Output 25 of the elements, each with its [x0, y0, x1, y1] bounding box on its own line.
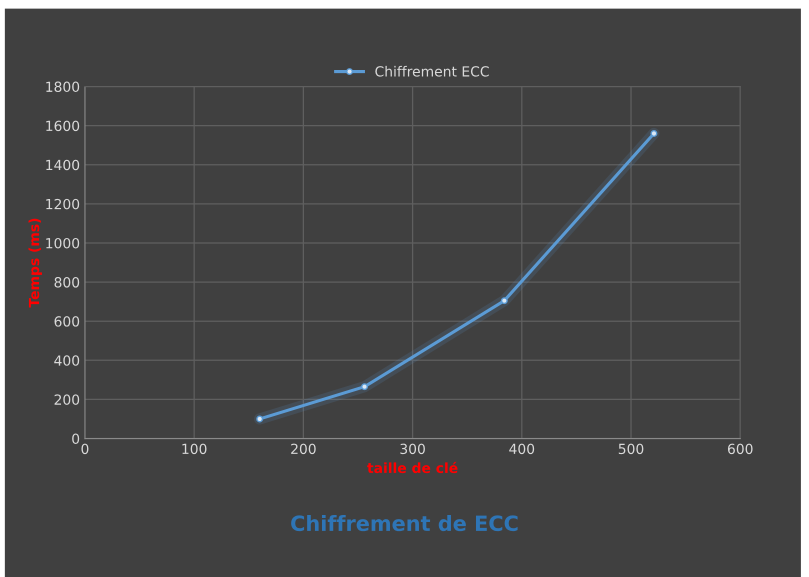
y-tick-label: 1000	[46, 238, 80, 248]
point	[256, 415, 264, 422]
point	[650, 130, 658, 137]
point	[500, 297, 508, 304]
text: Chiffrement de ECC	[291, 515, 518, 532]
y-tick-label: 800	[54, 277, 80, 288]
x-tick-label: 600	[728, 444, 753, 454]
y-tick-label: 1600	[46, 120, 80, 132]
x-tick-label: 100	[182, 444, 206, 454]
y-tick-label: 0	[72, 433, 80, 444]
y-tick-label: 200	[54, 394, 80, 405]
y-tick-label: 1400	[46, 160, 80, 170]
x-tick-label: 400	[509, 444, 534, 454]
x-tick-label: 500	[618, 444, 644, 454]
point	[361, 383, 368, 390]
y-tick-label: 1800	[46, 82, 80, 92]
x-tick-label: 0	[81, 444, 88, 454]
y-tick-label: 1200	[46, 198, 80, 210]
legend-label: Chiffrement ECC	[375, 66, 489, 77]
y-tick-label: 600	[54, 316, 80, 327]
x-tick-label: 200	[291, 444, 316, 454]
x-tick-label: 300	[400, 444, 425, 454]
x-axis-title: taille de clé	[367, 462, 458, 474]
y-tick-label: 400	[54, 355, 80, 366]
y-axis-title: Temps (ms)	[28, 218, 42, 308]
